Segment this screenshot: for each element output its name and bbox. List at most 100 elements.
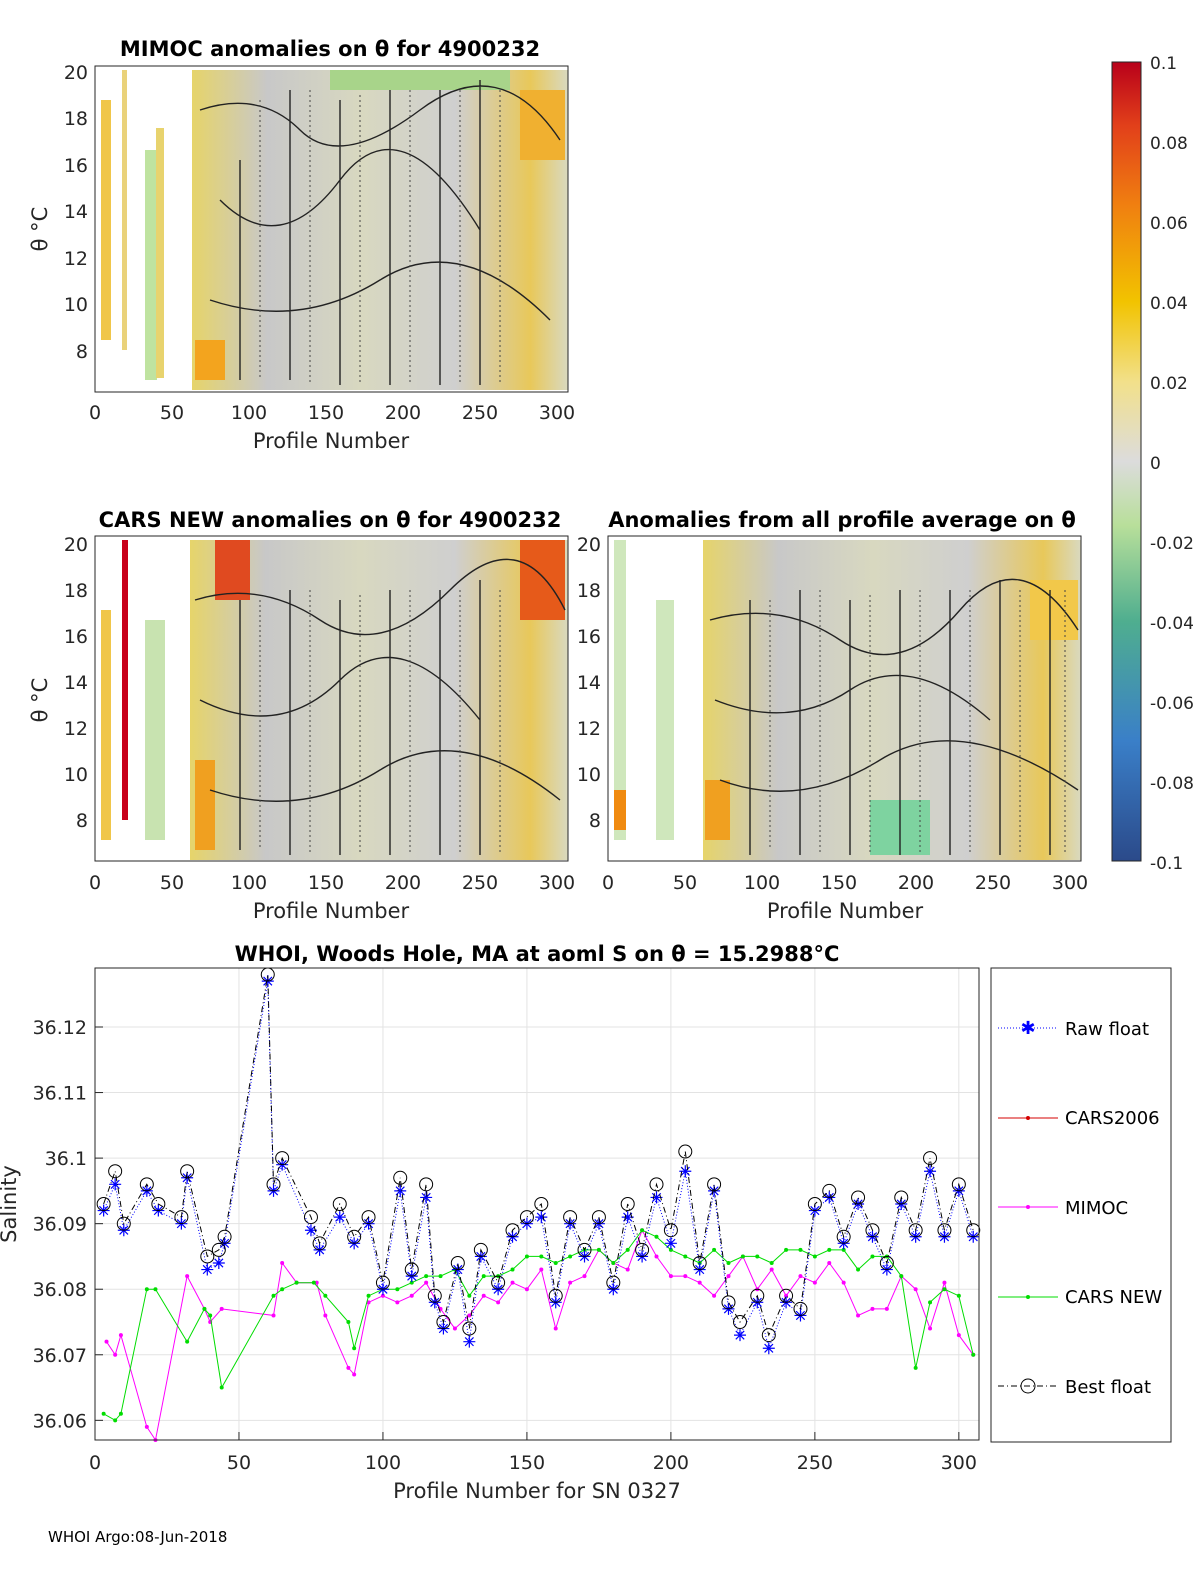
data-point bbox=[420, 1191, 433, 1204]
data-point bbox=[568, 1280, 573, 1285]
data-point bbox=[395, 1300, 400, 1305]
ytick: 18 bbox=[64, 108, 88, 130]
data-point bbox=[109, 1178, 122, 1191]
profile-average-yticks: 20 18 16 14 12 10 8 bbox=[577, 534, 601, 832]
ytick: 18 bbox=[577, 580, 601, 602]
data-point bbox=[219, 1385, 224, 1390]
data-point bbox=[812, 1280, 817, 1285]
data-point bbox=[928, 1326, 933, 1331]
data-point bbox=[928, 1300, 933, 1305]
data-point bbox=[908, 1223, 923, 1238]
data-point bbox=[303, 1210, 318, 1225]
data-point bbox=[104, 1339, 109, 1344]
y-tick-label: 36.06 bbox=[33, 1410, 87, 1432]
data-point bbox=[524, 1254, 529, 1259]
xtick: 0 bbox=[602, 872, 614, 894]
data-point bbox=[582, 1274, 587, 1279]
data-point bbox=[452, 1326, 457, 1331]
cars-new-yticks: 20 18 16 14 12 10 8 bbox=[64, 534, 88, 832]
data-point bbox=[712, 1247, 717, 1252]
data-point bbox=[683, 1254, 688, 1259]
data-point bbox=[784, 1293, 789, 1298]
data-point bbox=[798, 1274, 803, 1279]
data-point bbox=[510, 1267, 515, 1272]
data-point bbox=[548, 1288, 563, 1303]
data-point bbox=[524, 1287, 529, 1292]
colorbar-tick: -0.1 bbox=[1150, 854, 1183, 874]
ytick: 18 bbox=[64, 580, 88, 602]
data-point bbox=[409, 1293, 414, 1298]
salinity-grid bbox=[94, 968, 979, 1440]
y-tick-label: 36.11 bbox=[33, 1083, 87, 1105]
series-best-float bbox=[96, 967, 981, 1343]
y-tick-label: 36.08 bbox=[33, 1279, 87, 1301]
x-tick-label: 300 bbox=[941, 1452, 977, 1474]
data-point bbox=[185, 1274, 190, 1279]
colorbar-tick: 0.08 bbox=[1150, 134, 1188, 154]
data-point bbox=[563, 1210, 578, 1225]
data-point bbox=[352, 1372, 357, 1377]
data-point bbox=[144, 1424, 149, 1429]
data-point bbox=[870, 1254, 875, 1259]
data-point bbox=[266, 1177, 281, 1192]
data-point bbox=[966, 1223, 981, 1238]
data-point bbox=[510, 1280, 515, 1285]
legend-label: Best float bbox=[1065, 1377, 1151, 1398]
data-point bbox=[450, 1256, 465, 1270]
data-point bbox=[409, 1280, 414, 1285]
colorbar-tick: -0.04 bbox=[1150, 614, 1194, 634]
xtick: 300 bbox=[1052, 872, 1088, 894]
salinity-series bbox=[96, 967, 981, 1442]
data-point bbox=[535, 1211, 548, 1224]
data-point bbox=[217, 1229, 232, 1244]
data-point bbox=[865, 1223, 880, 1238]
salinity-xlabel: Profile Number for SN 0327 bbox=[393, 1479, 681, 1503]
data-point bbox=[139, 1177, 154, 1192]
x-tick-label: 0 bbox=[89, 1452, 101, 1474]
data-point bbox=[635, 1242, 650, 1257]
colorbar-tick: 0 bbox=[1150, 454, 1161, 474]
colorbar-tick: 0.06 bbox=[1150, 214, 1188, 234]
y-tick-label: 36.07 bbox=[33, 1345, 87, 1367]
ytick: 16 bbox=[64, 155, 88, 177]
ytick: 10 bbox=[64, 764, 88, 786]
data-point bbox=[621, 1211, 634, 1224]
data-point bbox=[463, 1335, 476, 1348]
data-point bbox=[180, 1164, 195, 1179]
data-point bbox=[202, 1306, 207, 1311]
data-point bbox=[841, 1280, 846, 1285]
series-line bbox=[103, 1229, 974, 1421]
ytick: 8 bbox=[76, 810, 88, 832]
data-point bbox=[553, 1261, 558, 1265]
colorbar-scale bbox=[1111, 61, 1142, 862]
colorbar-tick: -0.06 bbox=[1150, 694, 1194, 714]
data-point bbox=[807, 1197, 822, 1211]
cars-new-xlabel: Profile Number bbox=[253, 899, 410, 923]
mimoc-ylabel: θ °C bbox=[28, 207, 52, 252]
xtick: 200 bbox=[385, 402, 421, 424]
data-point bbox=[755, 1254, 760, 1259]
series-line bbox=[106, 1228, 974, 1442]
data-point bbox=[692, 1256, 707, 1270]
data-point bbox=[762, 1342, 775, 1355]
data-point bbox=[553, 1326, 558, 1331]
profile-average-panel-title: Anomalies from all profile average on θ bbox=[608, 508, 1076, 532]
data-point bbox=[393, 1170, 408, 1185]
colorbar-tick: 0.1 bbox=[1150, 54, 1177, 74]
data-point bbox=[174, 1210, 189, 1225]
data-point bbox=[394, 1184, 407, 1197]
xtick: 100 bbox=[231, 872, 267, 894]
xtick: 50 bbox=[673, 872, 697, 894]
data-point bbox=[519, 1210, 534, 1225]
data-point bbox=[712, 1293, 717, 1298]
data-point bbox=[118, 1411, 123, 1416]
data-point bbox=[505, 1223, 520, 1238]
data-point bbox=[404, 1262, 419, 1277]
data-point bbox=[577, 1242, 592, 1257]
footer-stamp: WHOI Argo:08-Jun-2018 bbox=[48, 1528, 227, 1546]
x-tick-label: 100 bbox=[365, 1452, 401, 1474]
legend-label: CARS2006 bbox=[1065, 1108, 1160, 1129]
data-point bbox=[375, 1275, 390, 1290]
cars-new-xticks: 0 50 100 150 200 250 300 bbox=[89, 872, 575, 894]
data-point bbox=[208, 1313, 213, 1318]
